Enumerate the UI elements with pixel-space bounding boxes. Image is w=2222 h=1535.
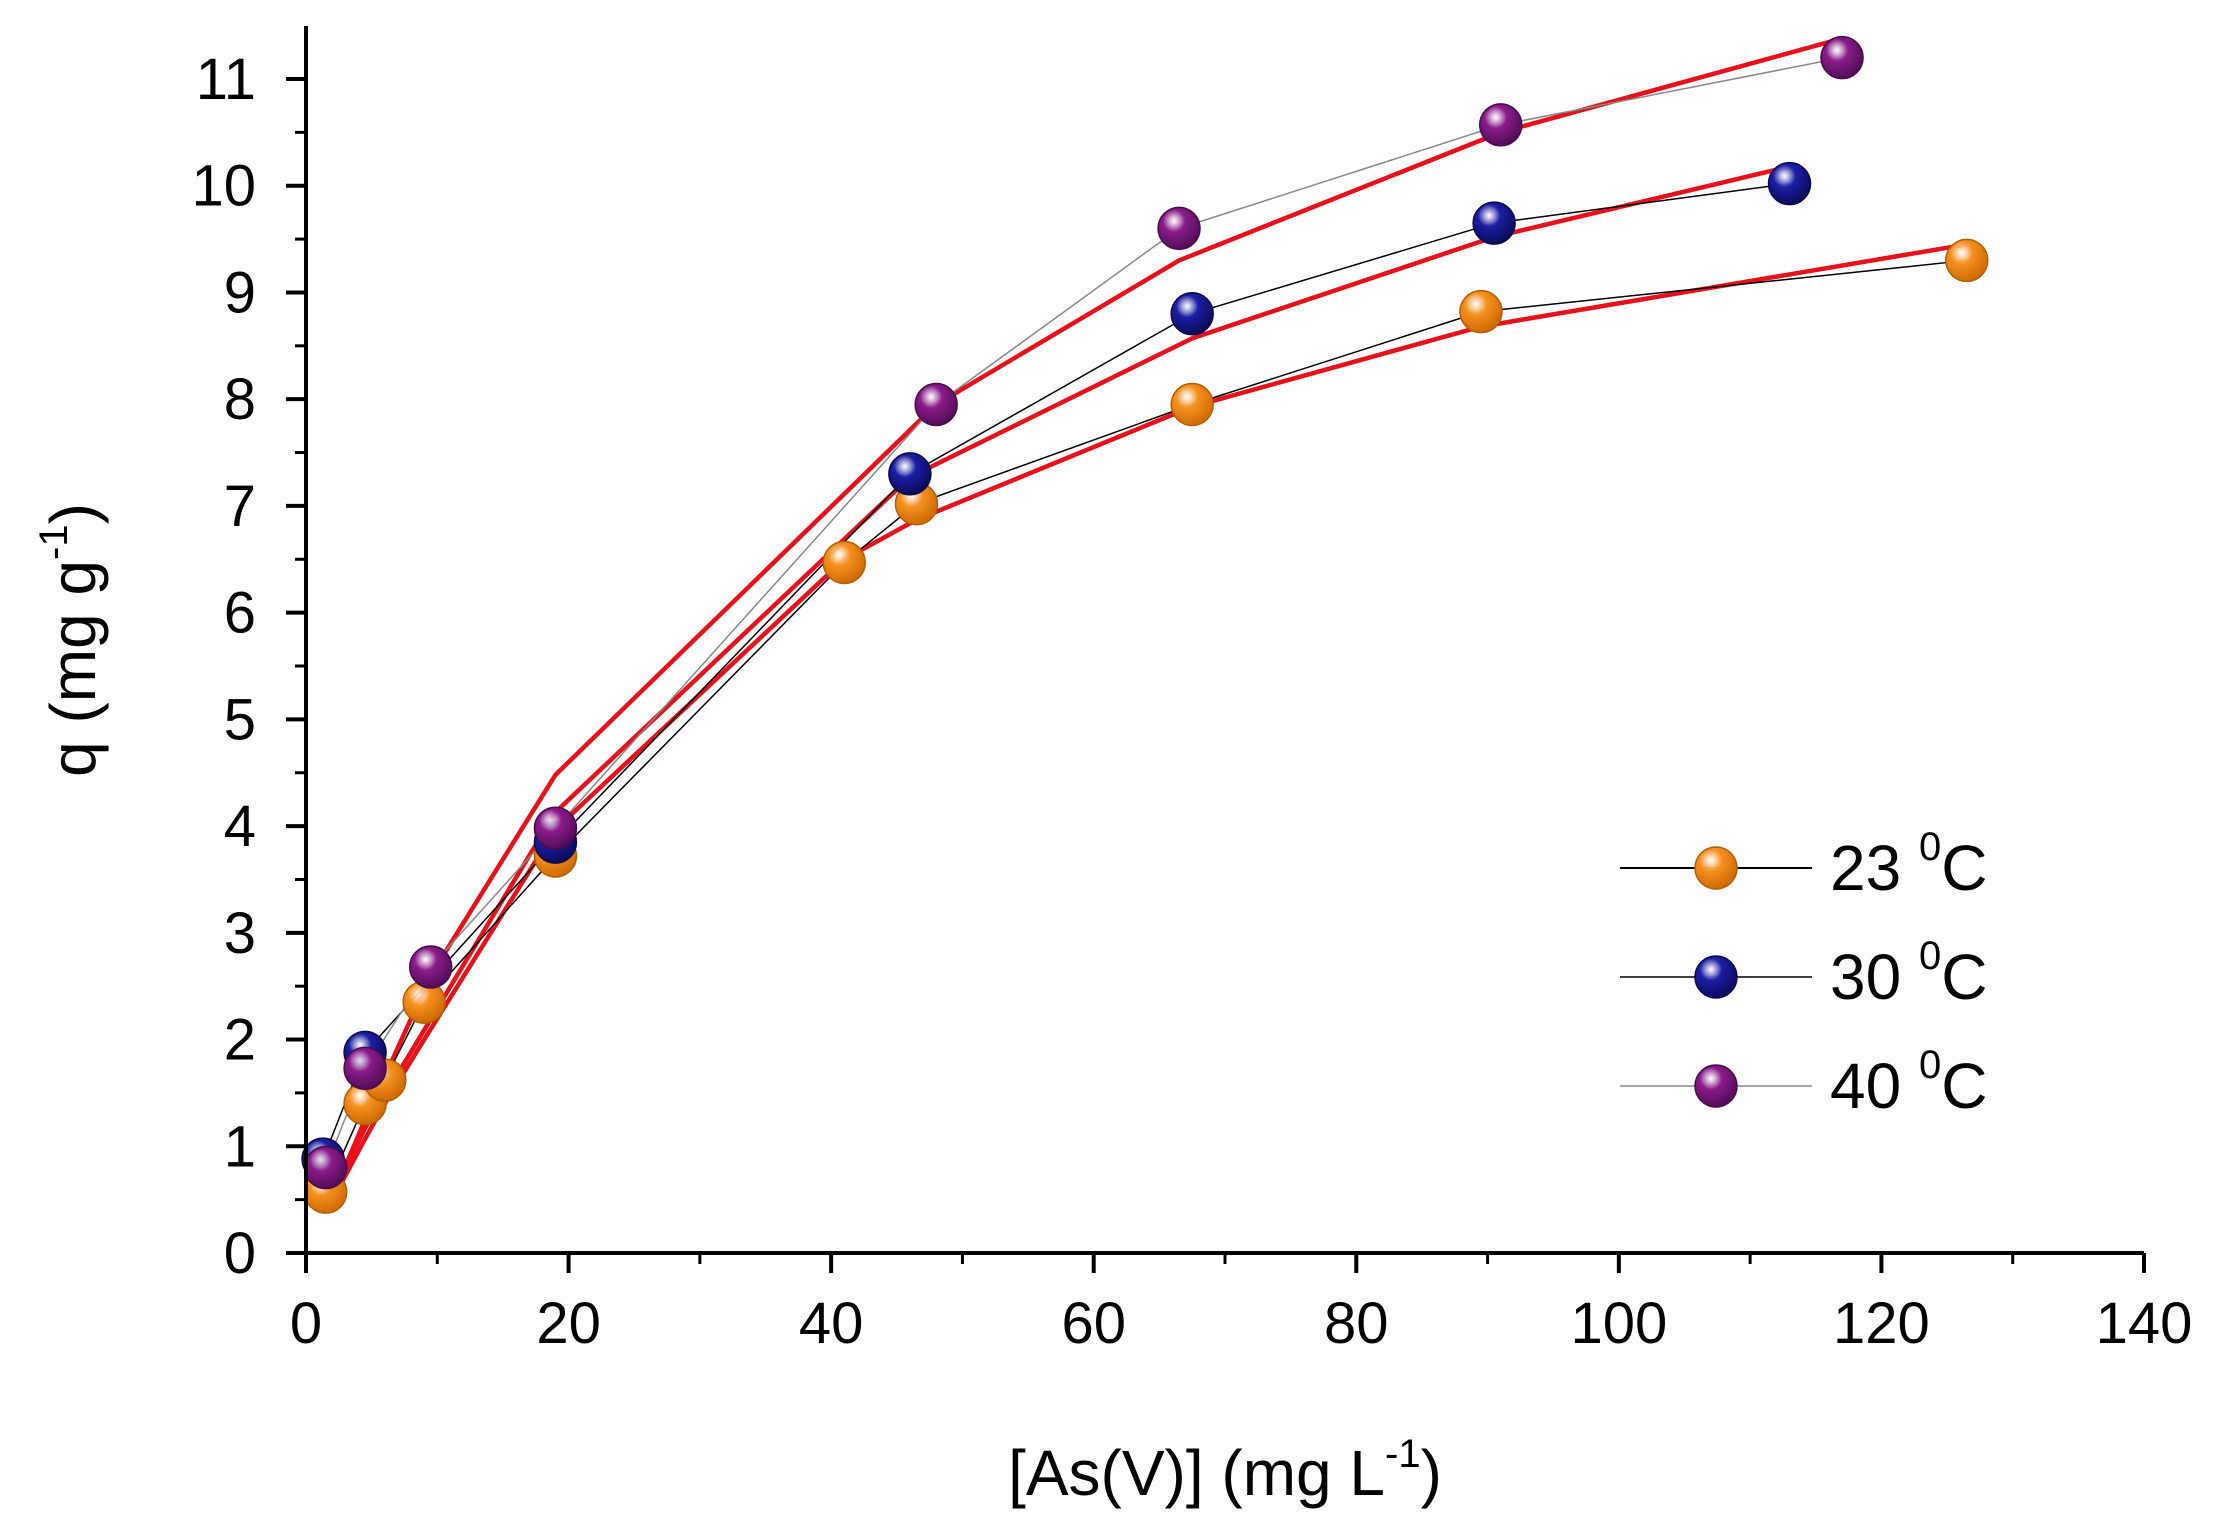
y-tick-label: 9 [224,260,256,325]
y-axis-title-main: q (mg g [37,560,109,777]
data-point [1945,238,1989,283]
x-axis-title: [As(V)] (mg L-1) [1008,1432,1442,1509]
data-points [301,35,1989,1214]
y-tick-label: 0 [224,1221,256,1286]
fit-lines [321,36,1968,1214]
x-tick-label: 40 [799,1291,864,1356]
data-point [343,1046,387,1091]
data-point [1478,103,1523,147]
y-axis-title: q (mg g-1) [32,503,109,777]
data-point [822,540,867,585]
y-axis-title-sup: -1 [32,524,76,560]
y-axis-title-close: ) [37,503,109,524]
y-tick-label: 8 [224,367,256,432]
y-tick-label: 10 [191,154,256,219]
legend-marker [1694,846,1738,890]
data-point [1170,292,1214,336]
y-tick-label: 6 [224,581,256,646]
data-point [1170,382,1214,427]
x-tick-label: 100 [1570,1291,1667,1356]
fit-line [323,36,1843,1214]
data-point [1459,289,1503,334]
data-point [1472,201,1516,245]
x-axis-title-close: ) [1421,1437,1442,1509]
x-axis-title-sup: -1 [1385,1432,1421,1476]
x-axis-title-main: [As(V)] (mg L [1008,1437,1385,1509]
y-tick-label: 2 [224,1008,256,1073]
y-tick-label: 11 [196,47,256,112]
legend-marker [1694,955,1738,999]
y-tick-label: 5 [224,687,256,752]
legend-item-23c: 23 0C [1620,825,1987,904]
series-line [325,259,1967,1193]
x-tick-label: 120 [1833,1291,1930,1356]
legend-marker [1694,1064,1738,1108]
data-point [408,945,453,989]
series-line [324,56,1843,1168]
data-point [1157,206,1201,251]
data-point [888,452,932,496]
data-point [303,1145,348,1190]
y-tick-label: 1 [224,1114,256,1179]
fit-line [321,164,1791,1214]
x-tick-label: 0 [290,1291,322,1356]
x-tick-label: 80 [1324,1291,1389,1356]
y-tick-label: 4 [224,794,256,859]
x-tick-label: 60 [1061,1291,1126,1356]
y-tick-label: 7 [224,474,256,539]
data-point [1820,35,1864,80]
legend-label-23c: 23 0C [1830,825,1987,904]
legend-label-40c: 40 0C [1830,1043,1987,1122]
axis-ticks: 0 20 40 60 80 100 120 140 0 1 2 3 4 5 6 7 8 9 10 11 [191,47,2192,1356]
data-point [1767,161,1812,206]
legend-item-30c: 30 0C [1620,934,1987,1013]
legend-item-40c: 40 0C [1620,1043,1987,1122]
data-point [914,382,958,427]
legend-label-30c: 30 0C [1830,934,1987,1013]
x-tick-label: 20 [536,1291,601,1356]
legend: 23 0C 30 0C 40 0C [1620,825,1987,1122]
x-tick-label: 140 [2096,1291,2193,1356]
y-tick-label: 3 [224,901,256,966]
data-point [533,806,578,850]
series-line [322,182,1790,1160]
series-lines [322,56,1967,1193]
